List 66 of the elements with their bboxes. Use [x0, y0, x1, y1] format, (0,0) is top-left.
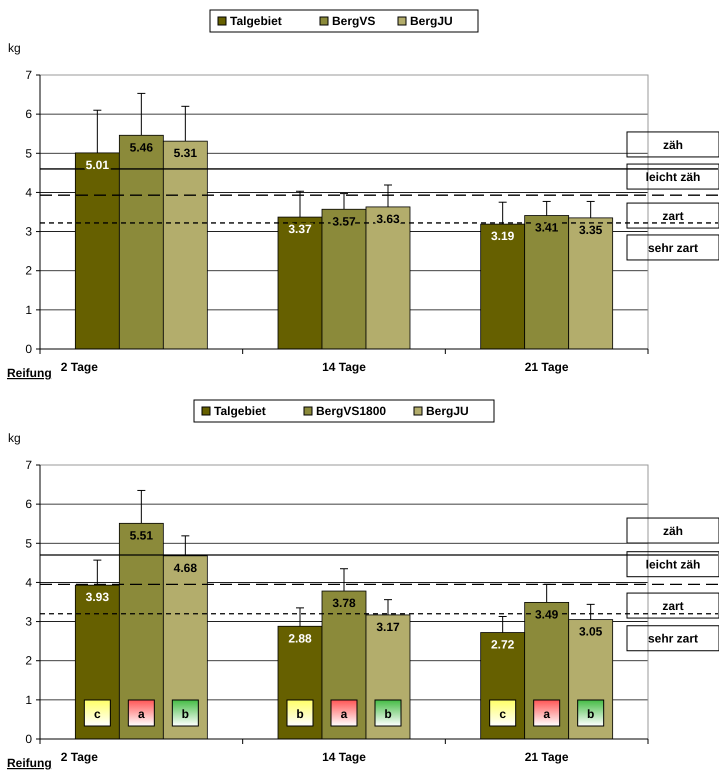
data-label: 3.05 — [578, 624, 603, 639]
y-axis-title: kg — [8, 41, 21, 55]
annotation: a — [138, 707, 145, 721]
y-tick-label: 4 — [25, 185, 32, 200]
x-tick-label: 14 Tage — [322, 750, 366, 764]
text: zart — [662, 599, 684, 614]
annotation: b — [182, 707, 190, 721]
legend-label: Talgebiet — [230, 14, 282, 28]
legend-label: BergVS — [332, 14, 376, 28]
data-label: 3.17 — [376, 620, 400, 634]
annotation: b — [586, 707, 594, 721]
legend-label: Talgebiet — [214, 404, 266, 418]
y-tick-label: 1 — [25, 692, 32, 707]
annotation: c — [94, 707, 101, 721]
x-tick-label: 21 Tage — [524, 360, 569, 374]
x-axis-title: Reifung — [7, 366, 52, 380]
legend-label: BergVS1800 — [316, 404, 386, 418]
x-tick-label: 21 Tage — [524, 750, 569, 764]
x-axis-title: Reifung — [7, 756, 52, 770]
text: zart — [662, 209, 684, 224]
annotation: sehr zart — [648, 240, 698, 255]
y-tick-label: 7 — [25, 458, 32, 472]
data-label: 3.35 — [578, 222, 603, 237]
y-tick-label: 6 — [25, 497, 32, 512]
data-label: 3.37 — [288, 222, 312, 236]
annotation: a — [543, 707, 550, 721]
data-label: 2.88 — [288, 631, 312, 646]
legend-label: BergJU — [426, 404, 469, 418]
data-label: 3.19 — [490, 229, 515, 244]
annotation: sehr zart — [648, 632, 698, 646]
y-tick-label: 2 — [25, 264, 32, 278]
data-label: 3.41 — [534, 220, 559, 235]
text: zäh — [662, 524, 684, 538]
annotation: a — [340, 707, 348, 721]
y-tick-label: 5 — [25, 536, 32, 550]
legend-label: BergJU — [410, 14, 453, 28]
x-tick-label: 2 Tage — [60, 360, 98, 374]
data-label: 5.01 — [86, 158, 110, 172]
y-tick-label: 2 — [25, 654, 32, 668]
x-tick-label: 2 Tage — [60, 750, 98, 764]
y-tick-label: 6 — [25, 107, 32, 122]
data-label: 5.46 — [130, 140, 154, 154]
y-tick-label: 3 — [25, 614, 32, 629]
y-tick-label: 0 — [25, 732, 32, 746]
annotation: leicht zäh — [646, 170, 700, 184]
annotation: b — [296, 707, 304, 721]
data-label: 3.63 — [376, 212, 400, 226]
data-label: 5.51 — [130, 528, 154, 542]
y-tick-label: 1 — [25, 302, 32, 317]
y-tick-label: 7 — [25, 68, 32, 82]
data-label: 3.93 — [86, 590, 110, 604]
x-tick-label: 14 Tage — [322, 360, 366, 374]
y-tick-label: 0 — [25, 342, 32, 356]
data-label: 2.72 — [490, 638, 515, 652]
data-label: 4.68 — [174, 560, 198, 575]
data-label: 5.31 — [174, 146, 198, 160]
annotation: c — [499, 707, 506, 721]
y-axis-title: kg — [8, 431, 21, 445]
y-tick-label: 5 — [25, 146, 32, 160]
annotation: leicht zäh — [646, 558, 700, 572]
annotation: b — [384, 707, 392, 721]
data-label: 3.57 — [332, 214, 356, 228]
y-tick-label: 4 — [25, 575, 32, 590]
data-label: 3.78 — [332, 596, 356, 610]
y-tick-label: 3 — [25, 224, 32, 239]
text: zäh — [662, 138, 684, 152]
